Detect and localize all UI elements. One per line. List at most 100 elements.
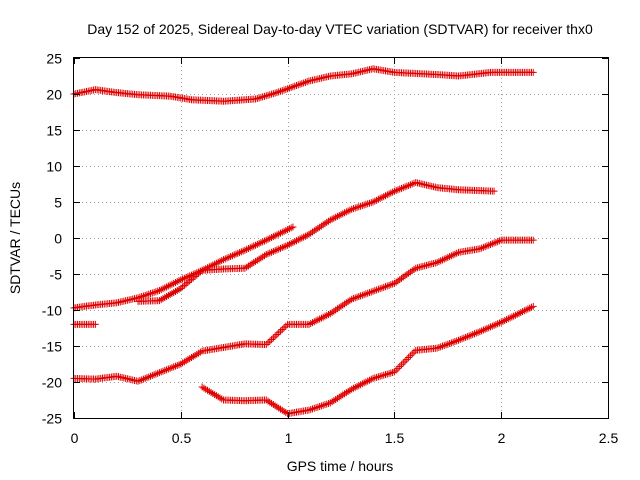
data-point (260, 252, 268, 260)
data-point (305, 320, 313, 328)
data-point (335, 393, 343, 401)
data-point (449, 338, 457, 346)
data-point (435, 344, 443, 351)
data-point (250, 259, 258, 267)
data-point (408, 180, 416, 188)
data-point (218, 395, 226, 403)
data-point (262, 236, 270, 244)
data-point (301, 232, 309, 240)
data-point (396, 276, 404, 284)
data-point (478, 244, 486, 252)
data-point (207, 388, 215, 396)
data-point (143, 374, 151, 382)
data-point (365, 289, 373, 297)
data-point (136, 377, 144, 385)
data-point (259, 238, 267, 246)
data-point (499, 317, 507, 325)
data-point (225, 253, 233, 261)
data-point (390, 368, 398, 376)
data-point (398, 274, 406, 282)
y-axis-label: SDTVAR / TECUs (7, 182, 23, 294)
data-point (519, 308, 527, 316)
data-point (398, 184, 406, 192)
data-point (332, 213, 340, 221)
data-point (168, 290, 176, 297)
data-point (278, 244, 286, 252)
data-point (346, 206, 354, 214)
x-tick-label: 1.5 (385, 430, 405, 446)
data-point (328, 215, 336, 223)
data-point (145, 373, 153, 381)
data-point (410, 266, 418, 273)
data-point (280, 243, 288, 251)
data-point (310, 404, 318, 412)
data-point (171, 362, 179, 370)
data-point (385, 190, 393, 198)
data-point (257, 239, 265, 247)
data-point (278, 325, 286, 333)
data-point (195, 349, 203, 357)
data-point (161, 366, 169, 374)
data-point (139, 375, 147, 383)
data-point (234, 249, 242, 257)
data-point (403, 355, 411, 363)
data-point (348, 205, 356, 213)
data-point (179, 283, 187, 291)
data-point (303, 231, 311, 239)
data-point (362, 290, 370, 298)
data-point (230, 251, 238, 259)
x-tick-label: 2.5 (599, 430, 619, 446)
data-point (269, 401, 277, 409)
data-point (264, 250, 272, 258)
data-point (405, 269, 413, 277)
data-point (177, 360, 185, 368)
data-point (467, 331, 475, 339)
data-point (376, 372, 384, 380)
data-point (453, 249, 461, 257)
data-point (335, 304, 343, 312)
data-point (257, 254, 265, 262)
data-point (360, 291, 368, 299)
data-point (205, 387, 213, 395)
data-point (220, 256, 228, 264)
data-point (180, 358, 188, 366)
data-point (166, 364, 174, 372)
data-point (212, 392, 220, 400)
data-point (478, 327, 486, 335)
data-point (401, 183, 409, 191)
data-point (237, 248, 245, 256)
data-point (373, 286, 381, 294)
data-point (453, 337, 461, 345)
data-point (312, 404, 320, 412)
tick-layer: 0 0.5 1 1.5 2 2.5 -25 -20 -15 -10 -5 0 5 10 15 20 25 (42, 51, 619, 447)
data-point (134, 377, 142, 385)
data-point (294, 81, 302, 89)
data-point (187, 354, 195, 362)
data-point (164, 282, 172, 290)
data-point (351, 294, 359, 302)
data-point (173, 278, 181, 286)
data-point (155, 369, 163, 377)
data-point (325, 217, 333, 225)
data-point (485, 324, 493, 332)
data-point (266, 234, 274, 242)
data-point (214, 258, 222, 266)
data-point (392, 278, 400, 286)
data-point (371, 374, 379, 382)
data-point (444, 253, 452, 261)
data-point (321, 312, 329, 320)
x-tick-label: 0.5 (172, 430, 192, 446)
data-point (378, 194, 386, 201)
data-point (442, 254, 450, 262)
data-point (355, 203, 363, 211)
data-point (150, 288, 158, 296)
data-point (405, 354, 413, 362)
data-point (517, 309, 525, 317)
data-point (312, 226, 320, 234)
data-point (282, 322, 290, 330)
data-point (353, 203, 361, 211)
data-point (307, 320, 315, 327)
data-point (166, 291, 174, 299)
data-point (385, 281, 393, 289)
y-tick-label: -25 (42, 411, 62, 427)
